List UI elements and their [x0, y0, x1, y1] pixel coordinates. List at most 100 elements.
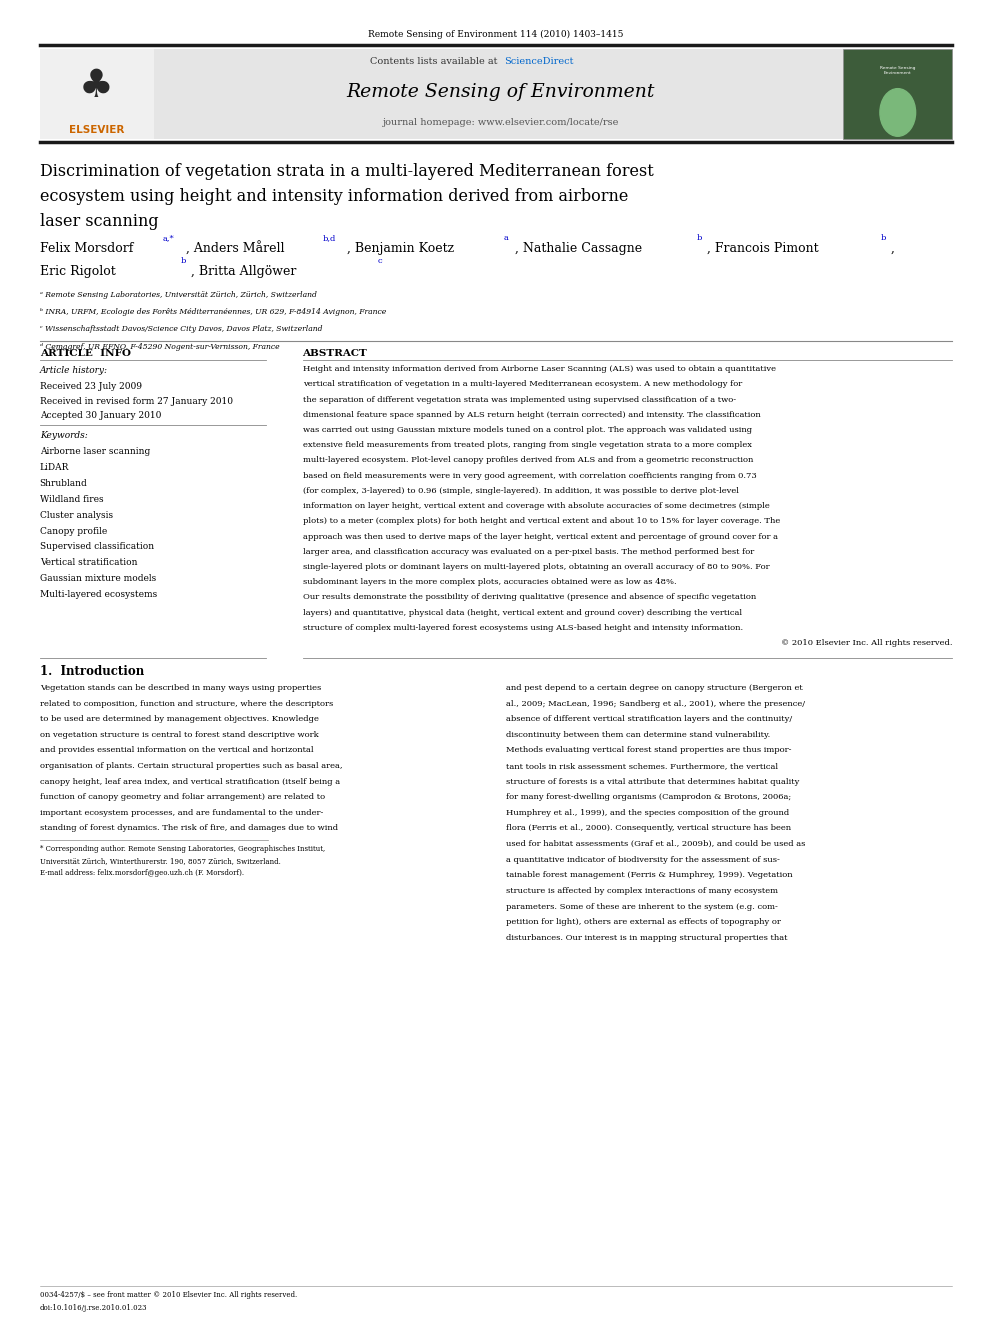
Text: information on layer height, vertical extent and coverage with absolute accuraci: information on layer height, vertical ex… [303, 503, 770, 511]
Text: , Britta Allgöwer: , Britta Allgöwer [191, 265, 297, 278]
Text: vertical stratification of vegetation in a multi-layered Mediterranean ecosystem: vertical stratification of vegetation in… [303, 381, 742, 389]
Text: c: c [378, 257, 383, 265]
Text: ᶜ Wissenschaftsstadt Davos/Science City Davos, Davos Platz, Switzerland: ᶜ Wissenschaftsstadt Davos/Science City … [40, 325, 322, 333]
Text: used for habitat assessments (Graf et al., 2009b), and could be used as: used for habitat assessments (Graf et al… [506, 840, 806, 848]
Text: b,d: b,d [322, 234, 335, 242]
Text: tant tools in risk assessment schemes. Furthermore, the vertical: tant tools in risk assessment schemes. F… [506, 762, 778, 770]
Text: ᵇ INRA, URFM, Ecologie des Forêts Méditerranéennes, UR 629, F-84914 Avignon, Fra: ᵇ INRA, URFM, Ecologie des Forêts Médite… [40, 308, 386, 316]
Text: a: a [504, 234, 509, 242]
Text: petition for light), others are external as effects of topography or: petition for light), others are external… [506, 918, 781, 926]
Text: single-layered plots or dominant layers on multi-layered plots, obtaining an ove: single-layered plots or dominant layers … [303, 564, 769, 572]
Text: related to composition, function and structure, where the descriptors: related to composition, function and str… [40, 700, 333, 708]
Text: a,*: a,* [163, 234, 175, 242]
Text: b: b [181, 257, 186, 265]
Text: Supervised classification: Supervised classification [40, 542, 154, 552]
Text: plots) to a meter (complex plots) for both height and vertical extent and about : plots) to a meter (complex plots) for bo… [303, 517, 780, 525]
Text: al., 2009; MacLean, 1996; Sandberg et al., 2001), where the presence/: al., 2009; MacLean, 1996; Sandberg et al… [506, 700, 806, 708]
Text: ELSEVIER: ELSEVIER [68, 124, 124, 135]
Text: © 2010 Elsevier Inc. All rights reserved.: © 2010 Elsevier Inc. All rights reserved… [781, 639, 952, 647]
Bar [154, 49, 843, 139]
Text: and pest depend to a certain degree on canopy structure (Bergeron et: and pest depend to a certain degree on c… [506, 684, 803, 692]
Text: 1.  Introduction: 1. Introduction [40, 665, 144, 679]
Text: on vegetation structure is central to forest stand descriptive work: on vegetation structure is central to fo… [40, 730, 318, 738]
Text: * Corresponding author. Remote Sensing Laboratories, Geographisches Institut,: * Corresponding author. Remote Sensing L… [40, 845, 325, 853]
Text: Universität Zürich, Winterthurerstr. 190, 8057 Zürich, Switzerland.: Universität Zürich, Winterthurerstr. 190… [40, 857, 281, 865]
Text: Cluster analysis: Cluster analysis [40, 511, 113, 520]
Text: the separation of different vegetation strata was implemented using supervised c: the separation of different vegetation s… [303, 396, 736, 404]
Text: Our results demonstrate the possibility of deriving qualitative (presence and ab: Our results demonstrate the possibility … [303, 593, 756, 602]
Text: Remote Sensing of Environment: Remote Sensing of Environment [347, 83, 655, 102]
Text: , Nathalie Cassagne: , Nathalie Cassagne [515, 242, 642, 255]
Text: organisation of plants. Certain structural properties such as basal area,: organisation of plants. Certain structur… [40, 762, 342, 770]
Text: Vegetation stands can be described in many ways using properties: Vegetation stands can be described in ma… [40, 684, 321, 692]
Text: parameters. Some of these are inherent to the system (e.g. com-: parameters. Some of these are inherent t… [506, 902, 778, 910]
Text: was carried out using Gaussian mixture models tuned on a control plot. The appro: was carried out using Gaussian mixture m… [303, 426, 752, 434]
Text: ᵈ Cemagref, UR EFNO, F-45290 Nogent-sur-Vernisson, France: ᵈ Cemagref, UR EFNO, F-45290 Nogent-sur-… [40, 343, 280, 351]
Text: ♣: ♣ [78, 67, 114, 105]
Text: journal homepage: www.elsevier.com/locate/rse: journal homepage: www.elsevier.com/locat… [383, 118, 619, 127]
Text: Canopy profile: Canopy profile [40, 527, 107, 536]
Text: ARTICLE  INFO: ARTICLE INFO [40, 349, 131, 359]
Text: Vertical stratification: Vertical stratification [40, 558, 137, 568]
Bar [843, 49, 952, 139]
Text: and provides essential information on the vertical and horizontal: and provides essential information on th… [40, 746, 313, 754]
Text: ᵃ Remote Sensing Laboratories, Universität Zürich, Zürich, Switzerland: ᵃ Remote Sensing Laboratories, Universit… [40, 291, 316, 299]
Text: 0034-4257/$ – see front matter © 2010 Elsevier Inc. All rights reserved.: 0034-4257/$ – see front matter © 2010 El… [40, 1291, 297, 1299]
Text: Remote Sensing
Environment: Remote Sensing Environment [880, 66, 916, 75]
Text: function of canopy geometry and foliar arrangement) are related to: function of canopy geometry and foliar a… [40, 794, 324, 802]
Text: Contents lists available at: Contents lists available at [370, 57, 501, 66]
Text: LiDAR: LiDAR [40, 463, 69, 472]
Text: Eric Rigolot: Eric Rigolot [40, 265, 115, 278]
Text: Accepted 30 January 2010: Accepted 30 January 2010 [40, 411, 161, 421]
Text: b: b [696, 234, 701, 242]
Text: standing of forest dynamics. The risk of fire, and damages due to wind: standing of forest dynamics. The risk of… [40, 824, 338, 832]
Text: important ecosystem processes, and are fundamental to the under-: important ecosystem processes, and are f… [40, 808, 323, 816]
Text: structure of forests is a vital attribute that determines habitat quality: structure of forests is a vital attribut… [506, 778, 800, 786]
Circle shape [880, 89, 916, 136]
Text: Article history:: Article history: [40, 366, 108, 376]
Text: E-mail address: felix.morsdorf@geo.uzh.ch (F. Morsdorf).: E-mail address: felix.morsdorf@geo.uzh.c… [40, 869, 244, 877]
Text: canopy height, leaf area index, and vertical stratification (itself being a: canopy height, leaf area index, and vert… [40, 778, 340, 786]
Text: Methods evaluating vertical forest stand properties are thus impor-: Methods evaluating vertical forest stand… [506, 746, 792, 754]
Text: Airborne laser scanning: Airborne laser scanning [40, 447, 150, 456]
Text: (for complex, 3-layered) to 0.96 (simple, single-layered). In addition, it was p: (for complex, 3-layered) to 0.96 (simple… [303, 487, 739, 495]
Text: ScienceDirect: ScienceDirect [504, 57, 573, 66]
Text: Wildland fires: Wildland fires [40, 495, 103, 504]
Text: discontinuity between them can determine stand vulnerability.: discontinuity between them can determine… [506, 730, 770, 738]
Text: dimensional feature space spanned by ALS return height (terrain corrected) and i: dimensional feature space spanned by ALS… [303, 410, 760, 419]
Text: multi-layered ecosystem. Plot-level canopy profiles derived from ALS and from a : multi-layered ecosystem. Plot-level cano… [303, 456, 753, 464]
Text: b: b [881, 234, 886, 242]
Text: Discrimination of vegetation strata in a multi-layered Mediterranean forest: Discrimination of vegetation strata in a… [40, 163, 654, 180]
Text: approach was then used to derive maps of the layer height, vertical extent and p: approach was then used to derive maps of… [303, 532, 778, 541]
Text: Keywords:: Keywords: [40, 431, 87, 441]
Text: based on field measurements were in very good agreement, with correlation coeffi: based on field measurements were in very… [303, 472, 756, 480]
Text: ABSTRACT: ABSTRACT [303, 349, 367, 359]
Text: larger area, and classification accuracy was evaluated on a per-pixel basis. The: larger area, and classification accuracy… [303, 548, 754, 556]
Text: to be used are determined by management objectives. Knowledge: to be used are determined by management … [40, 716, 318, 724]
Text: , Anders Mårell: , Anders Mårell [186, 242, 285, 257]
Text: ecosystem using height and intensity information derived from airborne: ecosystem using height and intensity inf… [40, 188, 628, 205]
Text: tainable forest management (Ferris & Humphrey, 1999). Vegetation: tainable forest management (Ferris & Hum… [506, 872, 793, 880]
Text: Height and intensity information derived from Airborne Laser Scanning (ALS) was : Height and intensity information derived… [303, 365, 776, 373]
Text: Felix Morsdorf: Felix Morsdorf [40, 242, 133, 255]
Text: ,: , [891, 242, 895, 255]
Text: structure of complex multi-layered forest ecosystems using ALS-based height and : structure of complex multi-layered fores… [303, 624, 743, 632]
Text: Remote Sensing of Environment 114 (2010) 1403–1415: Remote Sensing of Environment 114 (2010)… [368, 29, 624, 38]
Text: laser scanning: laser scanning [40, 213, 159, 230]
Text: subdominant layers in the more complex plots, accuracies obtained were as low as: subdominant layers in the more complex p… [303, 578, 677, 586]
Text: Received in revised form 27 January 2010: Received in revised form 27 January 2010 [40, 397, 233, 406]
Text: , Francois Pimont: , Francois Pimont [707, 242, 819, 255]
Text: a quantitative indicator of biodiversity for the assessment of sus-: a quantitative indicator of biodiversity… [506, 856, 780, 864]
Text: extensive field measurements from treated plots, ranging from single vegetation : extensive field measurements from treate… [303, 442, 752, 450]
Text: doi:10.1016/j.rse.2010.01.023: doi:10.1016/j.rse.2010.01.023 [40, 1304, 147, 1312]
Text: , Benjamin Koetz: , Benjamin Koetz [347, 242, 454, 255]
Text: structure is affected by complex interactions of many ecosystem: structure is affected by complex interac… [506, 886, 778, 894]
Text: Humphrey et al., 1999), and the species composition of the ground: Humphrey et al., 1999), and the species … [506, 808, 790, 816]
Text: for many forest-dwelling organisms (Camprodon & Brotons, 2006a;: for many forest-dwelling organisms (Camp… [506, 794, 792, 802]
Text: disturbances. Our interest is in mapping structural properties that: disturbances. Our interest is in mapping… [506, 934, 788, 942]
Text: absence of different vertical stratification layers and the continuity/: absence of different vertical stratifica… [506, 716, 793, 724]
Text: Gaussian mixture models: Gaussian mixture models [40, 574, 156, 583]
Text: layers) and quantitative, physical data (height, vertical extent and ground cove: layers) and quantitative, physical data … [303, 609, 742, 617]
Text: Shrubland: Shrubland [40, 479, 87, 488]
Bar [40, 49, 154, 139]
